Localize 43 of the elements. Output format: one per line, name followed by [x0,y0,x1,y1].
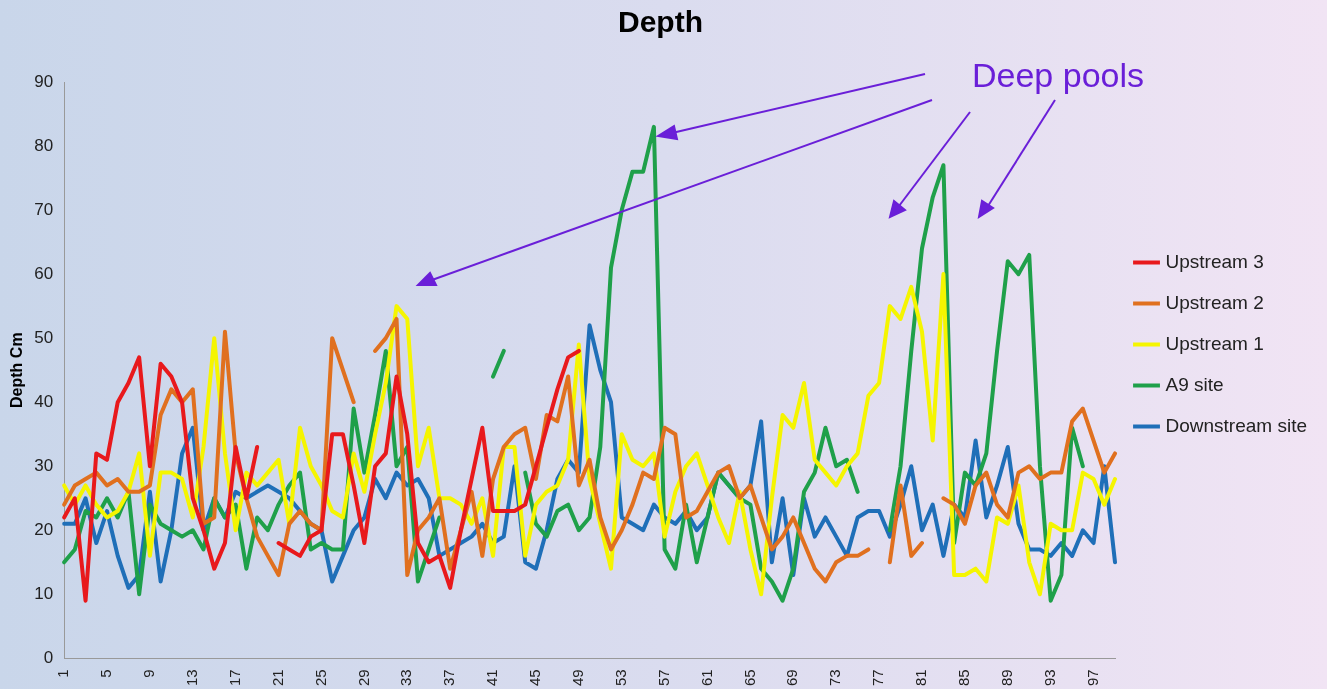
x-tick-label: 49 [568,669,586,686]
x-tick-label: 33 [397,669,415,686]
y-tick-label: 10 [34,583,54,603]
legend-label: A9 site [1165,373,1224,395]
y-tick-label: 30 [34,455,54,475]
x-tick-label: 89 [997,669,1015,686]
x-tick-label: 53 [611,669,629,686]
x-tick-label: 37 [440,669,458,686]
legend-label: Downstream site [1165,414,1308,436]
x-tick-label: 85 [955,669,973,686]
legend-label: Upstream 3 [1165,250,1264,272]
x-tick-label: 73 [826,669,844,686]
x-tick-label: 81 [912,669,930,686]
x-tick-label: 25 [311,669,329,686]
x-tick-label: 69 [783,669,801,686]
y-tick-label: 60 [34,263,54,283]
legend-label: Upstream 2 [1165,291,1264,313]
x-tick-label: 57 [654,669,672,686]
x-tick-label: 41 [483,669,501,686]
x-tick-label: 13 [182,669,200,686]
y-tick-label: 80 [34,135,54,155]
x-tick-label: 1 [54,669,72,678]
y-tick-label: 0 [43,648,54,667]
x-tick-label: 5 [97,669,115,678]
x-tick-label: 61 [697,669,715,686]
x-tick-label: 45 [526,669,544,686]
y-tick-label: 90 [34,71,54,91]
y-tick-label: 40 [34,391,54,411]
x-tick-label: 17 [225,669,243,686]
x-tick-label: 97 [1083,669,1101,686]
x-tick-label: 93 [1040,669,1058,686]
x-tick-label: 65 [740,669,758,686]
legend-label: Upstream 1 [1165,332,1264,354]
y-axis-title: Depth Cm [8,332,26,408]
y-tick-label: 50 [34,327,54,347]
y-tick-label: 20 [34,519,54,539]
annotation: Deep pools [971,56,1145,95]
x-tick-label: 77 [869,669,887,686]
x-tick-label: 21 [268,669,286,686]
y-tick-label: 70 [34,199,54,219]
chart-title: Depth [618,5,703,39]
x-tick-label: 29 [354,669,372,686]
x-tick-label: 9 [140,669,158,678]
